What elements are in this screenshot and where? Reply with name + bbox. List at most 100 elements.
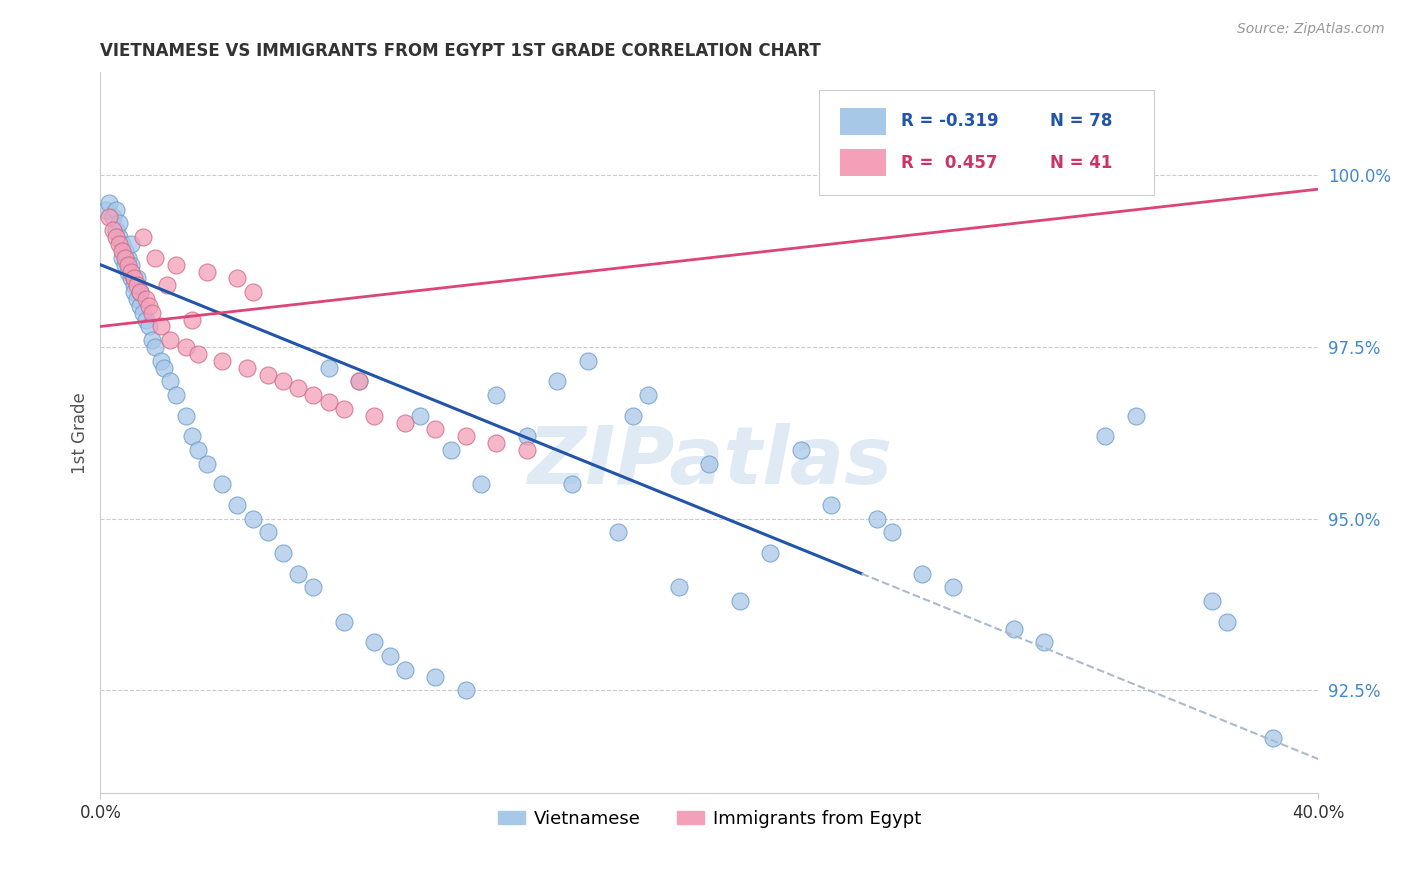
- Point: [333, 401, 356, 416]
- Point: [454, 429, 477, 443]
- Point: [211, 353, 233, 368]
- Point: [363, 635, 385, 649]
- Point: [117, 264, 139, 278]
- Point: [256, 525, 278, 540]
- Point: [166, 388, 188, 402]
- Point: [122, 271, 145, 285]
- Point: [101, 223, 124, 237]
- Point: [153, 360, 176, 375]
- Point: [120, 264, 142, 278]
- Point: [98, 195, 121, 210]
- Bar: [839, 149, 886, 177]
- Point: [318, 395, 340, 409]
- Point: [820, 498, 842, 512]
- Point: [125, 271, 148, 285]
- Point: [114, 244, 136, 258]
- Point: [150, 353, 173, 368]
- Text: Source: ZipAtlas.com: Source: ZipAtlas.com: [1237, 22, 1385, 37]
- Point: [107, 237, 129, 252]
- Point: [107, 230, 129, 244]
- Point: [111, 237, 134, 252]
- Point: [1125, 409, 1147, 423]
- Point: [180, 312, 202, 326]
- Point: [409, 409, 432, 423]
- Point: [114, 258, 136, 272]
- Point: [195, 264, 218, 278]
- Point: [96, 202, 118, 217]
- Bar: [839, 108, 886, 136]
- Legend: Vietnamese, Immigrants from Egypt: Vietnamese, Immigrants from Egypt: [491, 802, 928, 835]
- Point: [425, 422, 447, 436]
- Point: [125, 292, 148, 306]
- Point: [546, 375, 568, 389]
- Point: [117, 258, 139, 272]
- Text: R =  0.457: R = 0.457: [900, 153, 997, 171]
- Point: [104, 223, 127, 237]
- Point: [120, 258, 142, 272]
- Point: [138, 319, 160, 334]
- Point: [195, 457, 218, 471]
- Point: [607, 525, 630, 540]
- Point: [107, 217, 129, 231]
- Point: [394, 663, 416, 677]
- Point: [122, 278, 145, 293]
- Point: [302, 580, 325, 594]
- Point: [1033, 635, 1056, 649]
- Point: [135, 312, 157, 326]
- FancyBboxPatch shape: [818, 90, 1154, 195]
- Point: [516, 443, 538, 458]
- Point: [1201, 594, 1223, 608]
- Point: [242, 285, 264, 300]
- Point: [378, 648, 401, 663]
- Point: [159, 333, 181, 347]
- Point: [187, 443, 209, 458]
- Point: [287, 566, 309, 581]
- Point: [117, 251, 139, 265]
- Point: [138, 299, 160, 313]
- Text: R = -0.319: R = -0.319: [900, 112, 998, 130]
- Point: [866, 512, 889, 526]
- Point: [174, 340, 197, 354]
- Point: [485, 388, 508, 402]
- Point: [789, 443, 811, 458]
- Point: [347, 375, 370, 389]
- Point: [120, 237, 142, 252]
- Point: [256, 368, 278, 382]
- Point: [135, 292, 157, 306]
- Point: [111, 244, 134, 258]
- Point: [156, 278, 179, 293]
- Point: [439, 443, 461, 458]
- Point: [668, 580, 690, 594]
- Point: [226, 271, 249, 285]
- Point: [454, 683, 477, 698]
- Point: [180, 429, 202, 443]
- Point: [516, 429, 538, 443]
- Point: [1002, 622, 1025, 636]
- Point: [120, 271, 142, 285]
- Point: [576, 353, 599, 368]
- Point: [104, 202, 127, 217]
- Text: ZIPatlas: ZIPatlas: [527, 423, 891, 500]
- Point: [1216, 615, 1239, 629]
- Point: [425, 670, 447, 684]
- Point: [485, 436, 508, 450]
- Point: [150, 319, 173, 334]
- Point: [561, 477, 583, 491]
- Point: [1261, 731, 1284, 746]
- Point: [187, 347, 209, 361]
- Point: [143, 340, 166, 354]
- Point: [129, 299, 152, 313]
- Point: [347, 375, 370, 389]
- Point: [697, 457, 720, 471]
- Point: [132, 306, 155, 320]
- Point: [98, 210, 121, 224]
- Point: [101, 210, 124, 224]
- Point: [1094, 429, 1116, 443]
- Point: [759, 546, 782, 560]
- Point: [174, 409, 197, 423]
- Text: VIETNAMESE VS IMMIGRANTS FROM EGYPT 1ST GRADE CORRELATION CHART: VIETNAMESE VS IMMIGRANTS FROM EGYPT 1ST …: [100, 42, 821, 60]
- Point: [942, 580, 965, 594]
- Point: [129, 285, 152, 300]
- Point: [302, 388, 325, 402]
- Point: [114, 251, 136, 265]
